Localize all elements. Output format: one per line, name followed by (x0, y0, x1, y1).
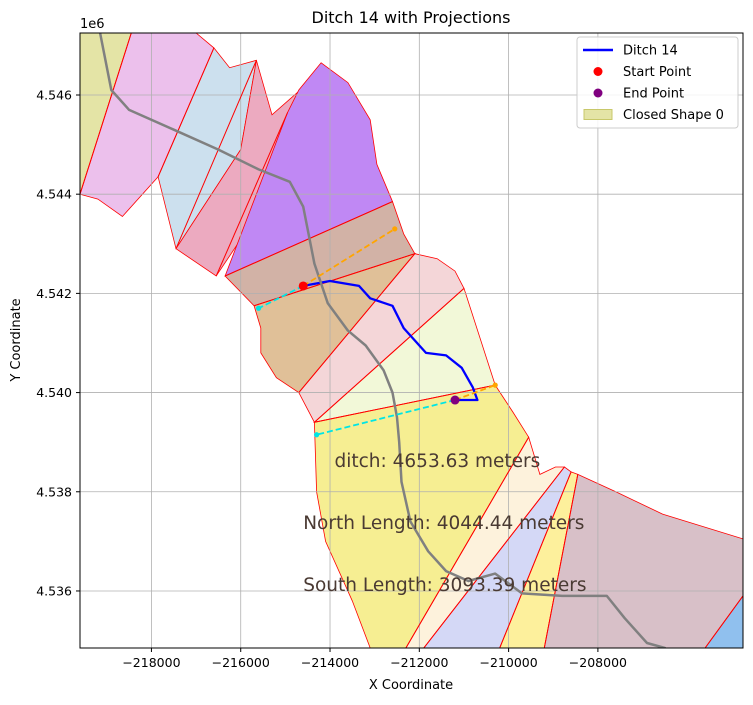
legend-label-0: Ditch 14 (623, 44, 678, 59)
projection-point-2 (392, 226, 398, 232)
x-tick-label-5: −208000 (569, 655, 627, 670)
closed-shape-9 (313, 384, 530, 648)
y-tick-label-3: 4.542 (36, 286, 72, 301)
plot-area: ditch: 4653.63 meters North Length: 4044.… (80, 33, 743, 648)
y-tick-label-5: 4.546 (36, 87, 72, 102)
legend-point-swatch-2 (593, 88, 603, 98)
closed-shape-13 (543, 473, 743, 648)
shape-boundary-13 (704, 595, 743, 648)
end-point-marker (450, 395, 460, 405)
projection-point-4 (492, 382, 498, 388)
chart-title: Ditch 14 with Projections (312, 8, 511, 27)
start-point-marker (298, 281, 308, 291)
x-tick-label-1: −216000 (212, 655, 270, 670)
annotation-label-0: ditch: 4653.63 meters (334, 451, 540, 472)
shape-boundary-3 (215, 112, 289, 277)
series-ditch-14 (302, 279, 479, 402)
legend-box (576, 36, 739, 129)
projection-point-3 (255, 305, 262, 311)
shape-boundary-5 (253, 253, 415, 307)
legend-point-swatch-1 (593, 67, 603, 76)
y-axis-label: Y Coordinate (9, 298, 24, 382)
length-annotations: ditch: 4653.63 meters North Length: 4044.… (303, 451, 586, 596)
series-line-5 (316, 399, 456, 436)
legend: Ditch 14 Start Point End Point Closed Shape… (576, 36, 739, 129)
shape-boundary-10 (423, 466, 565, 648)
legend-label-1: Start Point (623, 65, 691, 80)
legend-label-2: End Point (623, 87, 684, 102)
y-tick-label-1: 4.538 (36, 484, 72, 499)
grid-lines (80, 33, 743, 648)
y-offset-label: 1e6 (80, 17, 105, 32)
series-line-1 (98, 33, 667, 648)
annotation-label-2: South Length: 3093.39 meters (303, 575, 586, 596)
shape-boundary-1 (157, 47, 215, 177)
series-line-4 (454, 384, 496, 401)
annotation-label-1: North Length: 4044.44 meters (303, 513, 584, 534)
point-markers (255, 226, 498, 438)
y-tick-label-2: 4.540 (36, 385, 72, 400)
projection-point-5 (314, 432, 320, 438)
legend-label-3: Closed Shape 0 (623, 108, 724, 123)
legend-patch-swatch (583, 109, 613, 120)
shape-boundary-11 (499, 471, 572, 648)
shape-boundary-12 (543, 474, 579, 648)
shape-boundary-7 (314, 288, 465, 423)
x-axis-label: X Coordinate (369, 678, 453, 693)
x-tick-label-2: −214000 (301, 655, 359, 670)
y-tick-label-4: 4.544 (36, 187, 72, 202)
x-tick-label-3: −212000 (390, 655, 448, 670)
shape-boundary-8 (314, 384, 496, 423)
shape-boundary-9 (405, 436, 530, 648)
series-line-3 (258, 285, 304, 310)
axis-ticks: −218000 −216000 −214000 −212000 −210000 −2080… (36, 87, 627, 670)
plot-frame (79, 32, 744, 649)
x-tick-label-0: −218000 (122, 655, 180, 670)
series-lines (98, 33, 667, 648)
y-tick-label-0: 4.536 (36, 583, 72, 598)
shape-boundary-0 (80, 33, 132, 195)
closed-shape-1 (80, 33, 215, 218)
shape-boundary-2 (175, 60, 257, 249)
shape-boundaries (80, 33, 743, 648)
x-tick-label-4: −210000 (480, 655, 538, 670)
shape-boundary-6 (298, 253, 416, 393)
